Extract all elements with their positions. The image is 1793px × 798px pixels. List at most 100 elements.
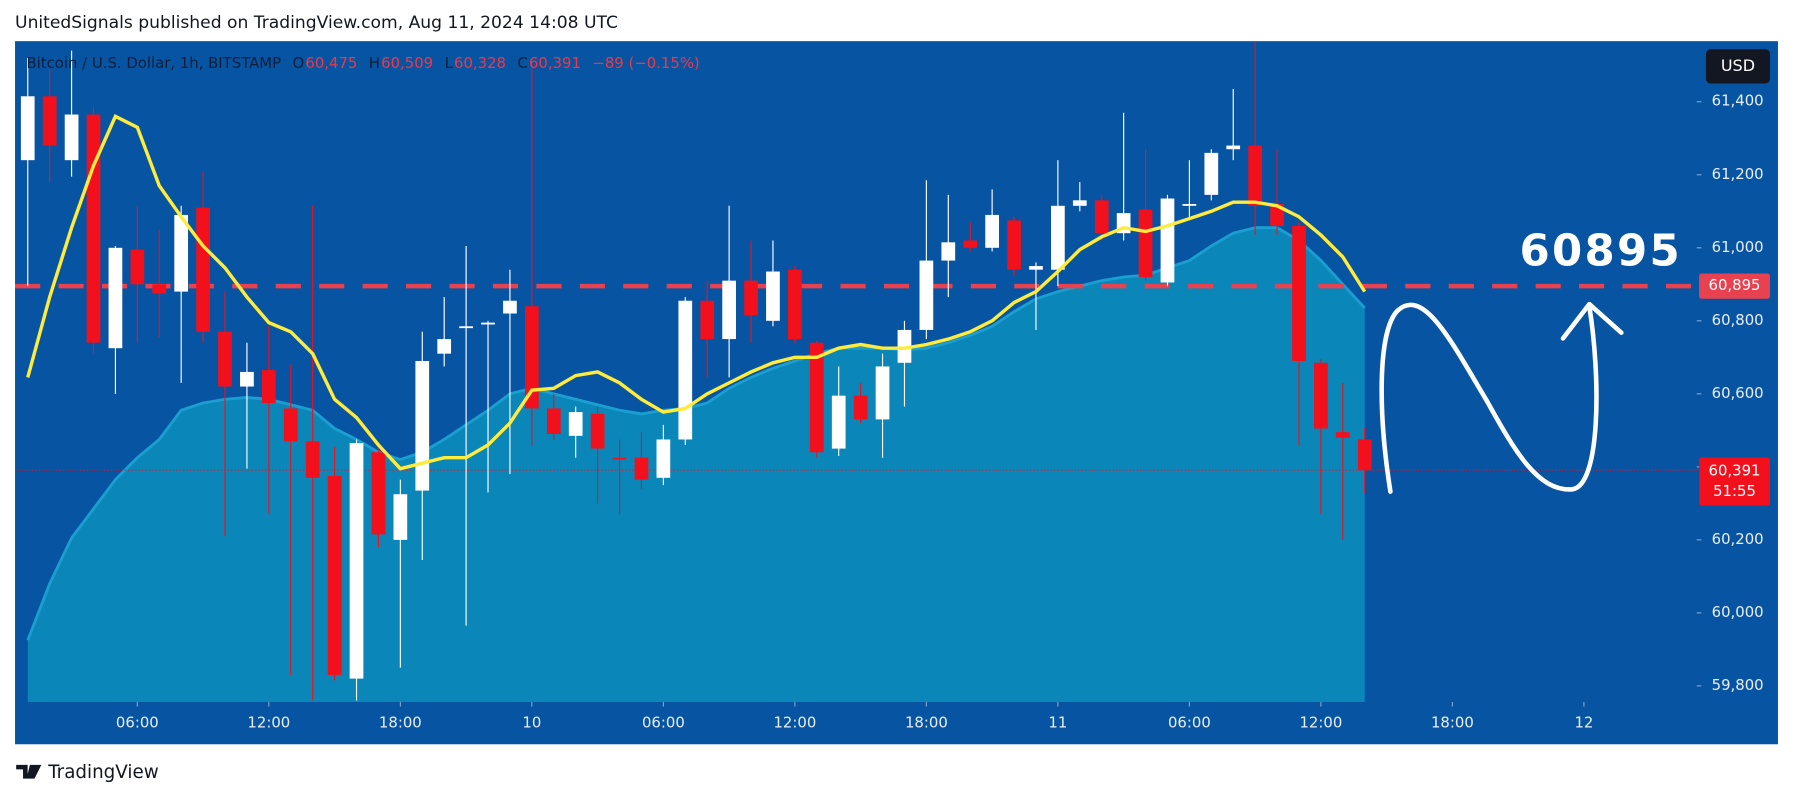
x-tick-label: 18:00: [905, 714, 948, 732]
candle-body: [634, 457, 649, 480]
x-tick-label: 10: [522, 714, 541, 732]
legend: Bitcoin / U.S. Dollar, 1h, BITSTAMP O 60,4…: [26, 54, 699, 72]
candle-body: [1072, 200, 1087, 206]
candle-body: [963, 240, 978, 248]
legend-key: C: [517, 54, 527, 72]
legend-key: L: [445, 54, 454, 72]
legend-value: 60,509: [381, 54, 433, 72]
y-tick-label: 61,400: [1712, 92, 1764, 110]
candle-body: [196, 207, 210, 332]
candle-body: [86, 114, 101, 343]
plot: 59,80060,00060,20060,40060,60060,80061,0…: [15, 41, 1770, 732]
candle-body: [1335, 432, 1350, 438]
currency-box: [1705, 49, 1770, 84]
countdown-label: 51:55: [1713, 482, 1756, 500]
y-tick-label: 60,000: [1712, 603, 1764, 621]
legend-value: 60,391: [529, 54, 581, 72]
candle-body: [240, 371, 254, 387]
x-tick-label: 06:00: [642, 714, 685, 732]
candle-body: [1248, 145, 1263, 206]
candle-body: [64, 114, 79, 161]
candle-body: [766, 271, 780, 321]
legend-value: 60,328: [454, 54, 506, 72]
x-tick-label: 12:00: [1299, 714, 1342, 732]
candle-body: [1007, 220, 1021, 270]
y-tick-label: 61,000: [1712, 238, 1764, 256]
candle-body: [1051, 205, 1065, 270]
candle-body: [503, 300, 517, 314]
candle-body: [525, 306, 539, 409]
x-tick-label: 18:00: [379, 714, 422, 732]
candle-body: [1182, 203, 1197, 206]
logo-mark: [16, 764, 42, 779]
y-tick-label: 60,200: [1712, 530, 1764, 548]
legend-key: O: [293, 54, 305, 72]
header: UnitedSignals published on TradingView.c…: [15, 13, 618, 33]
candle-body: [568, 412, 583, 436]
x-tick-label: 12:00: [773, 714, 816, 732]
candle-body: [1292, 225, 1306, 361]
level-annotation: 60895: [1519, 226, 1682, 276]
y-tick-label: 61,200: [1712, 165, 1764, 183]
candle-body: [1226, 145, 1241, 150]
last-price-label: 60,391: [1709, 461, 1761, 479]
legend-change: −89 (−0.15%): [592, 54, 699, 72]
candle-body: [20, 96, 35, 161]
candle-body: [1029, 266, 1043, 270]
candle-body: [393, 494, 408, 540]
candle-body: [788, 269, 802, 340]
candle-body: [897, 329, 912, 363]
candle-body: [678, 300, 693, 440]
candle-body: [1138, 209, 1153, 278]
candle-body: [919, 260, 934, 330]
tradingview-logo: [16, 764, 42, 779]
candle-body: [1160, 198, 1175, 283]
candle-body: [853, 395, 868, 420]
x-tick-label: 06:00: [1168, 714, 1211, 732]
candle-body: [546, 408, 561, 434]
candle-body: [985, 214, 999, 248]
x-tick-label: 12: [1574, 714, 1593, 732]
x-tick-label: 06:00: [116, 714, 159, 732]
candle-body: [283, 408, 298, 442]
x-tick-label: 18:00: [1431, 714, 1474, 732]
y-tick-label: 60,600: [1712, 384, 1764, 402]
legend-symbol: Bitcoin / U.S. Dollar, 1h, BITSTAMP: [26, 54, 281, 72]
candle-body: [875, 366, 890, 420]
candle-body: [1094, 200, 1109, 234]
candle-body: [218, 331, 232, 387]
x-tick-label: 11: [1048, 714, 1067, 732]
x-tick-label: 12:00: [247, 714, 290, 732]
footer-brand: TradingView: [47, 762, 159, 783]
candle-body: [744, 280, 758, 316]
level-price-label: 60,895: [1709, 276, 1761, 294]
candle-body: [327, 475, 342, 675]
candle-body: [305, 441, 320, 478]
candle-body: [831, 395, 846, 449]
level-price-box: [1699, 273, 1770, 299]
candle-body: [1204, 152, 1219, 195]
candle-body: [261, 370, 276, 403]
candle-body: [152, 284, 167, 294]
hand-drawn-curve: [1379, 301, 1624, 494]
candle-body: [130, 249, 145, 285]
legend-key: H: [369, 54, 380, 72]
candle-body: [481, 322, 495, 325]
candle-body: [722, 280, 736, 340]
last-price-box: [1699, 457, 1770, 506]
candle-body: [108, 247, 123, 349]
candle-body: [459, 326, 473, 329]
y-tick-label: 60,800: [1712, 311, 1764, 329]
candle-body: [349, 443, 364, 679]
candle-body: [941, 242, 956, 261]
candle-body: [42, 96, 57, 146]
candle-body: [437, 339, 452, 354]
candle-body: [1270, 203, 1284, 226]
candle-body: [612, 457, 627, 460]
candle-body: [700, 300, 715, 340]
candle-body: [415, 360, 430, 491]
candle-body: [809, 342, 824, 453]
candle-body: [174, 214, 189, 292]
candle-body: [1357, 439, 1372, 471]
